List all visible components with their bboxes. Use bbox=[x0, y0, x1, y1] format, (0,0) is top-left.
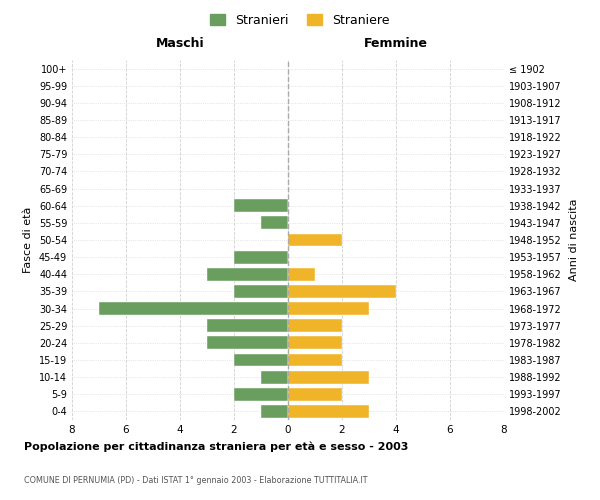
Bar bbox=[288, 354, 342, 366]
Bar bbox=[288, 320, 342, 332]
Bar bbox=[261, 216, 288, 230]
Bar bbox=[234, 200, 288, 212]
Bar bbox=[288, 302, 369, 315]
Text: Popolazione per cittadinanza straniera per età e sesso - 2003: Popolazione per cittadinanza straniera p… bbox=[24, 442, 409, 452]
Bar bbox=[288, 405, 369, 418]
Bar bbox=[288, 268, 315, 280]
Bar bbox=[207, 320, 288, 332]
Bar bbox=[288, 336, 342, 349]
Bar bbox=[261, 405, 288, 418]
Text: COMUNE DI PERNUMIA (PD) - Dati ISTAT 1° gennaio 2003 - Elaborazione TUTTITALIA.I: COMUNE DI PERNUMIA (PD) - Dati ISTAT 1° … bbox=[24, 476, 367, 485]
Y-axis label: Anni di nascita: Anni di nascita bbox=[569, 198, 578, 281]
Text: Maschi: Maschi bbox=[155, 36, 205, 50]
Bar bbox=[261, 370, 288, 384]
Bar bbox=[288, 388, 342, 400]
Bar bbox=[99, 302, 288, 315]
Bar bbox=[234, 354, 288, 366]
Bar bbox=[288, 234, 342, 246]
Bar bbox=[234, 285, 288, 298]
Legend: Stranieri, Straniere: Stranieri, Straniere bbox=[205, 8, 395, 32]
Bar bbox=[288, 370, 369, 384]
Y-axis label: Fasce di età: Fasce di età bbox=[23, 207, 33, 273]
Bar bbox=[207, 336, 288, 349]
Bar bbox=[288, 285, 396, 298]
Bar bbox=[234, 250, 288, 264]
Text: Femmine: Femmine bbox=[364, 36, 428, 50]
Bar bbox=[234, 388, 288, 400]
Bar bbox=[207, 268, 288, 280]
